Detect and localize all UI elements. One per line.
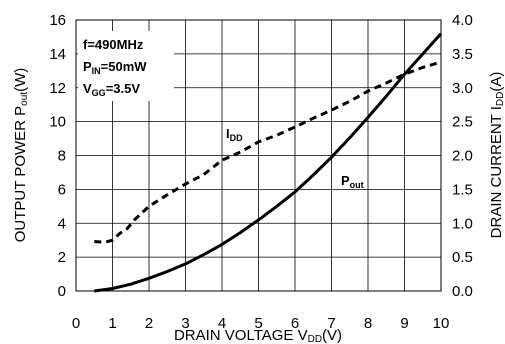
y-left-tick-label: 6 bbox=[58, 181, 66, 198]
x-tick-label: 5 bbox=[254, 315, 262, 332]
y-left-tick-label: 8 bbox=[58, 148, 66, 165]
x-tick-label: 9 bbox=[400, 315, 408, 332]
y-right-tick-label: 2.0 bbox=[452, 148, 473, 165]
series-line-pout bbox=[94, 32, 443, 293]
x-tick-label: 0 bbox=[72, 315, 80, 332]
x-tick-label: 10 bbox=[433, 315, 450, 332]
series-layer bbox=[94, 32, 443, 293]
x-tick-label: 4 bbox=[218, 315, 226, 332]
annotation-box bbox=[78, 31, 174, 101]
series-label-idd: IDD bbox=[226, 126, 243, 143]
y-right-tick-label: 4.0 bbox=[452, 12, 473, 29]
x-tick-label: 2 bbox=[145, 315, 153, 332]
y-right-tick-label: 1.5 bbox=[452, 181, 473, 198]
x-tick-label: 7 bbox=[327, 315, 335, 332]
y-left-axis-title: OUTPUT POWER Pout(W) bbox=[12, 68, 30, 242]
y-right-tick-label: 1.0 bbox=[452, 215, 473, 232]
y-left-tick-label: 10 bbox=[49, 114, 66, 131]
y-right-tick-label: 2.5 bbox=[452, 114, 473, 131]
y-right-tick-label: 0.0 bbox=[452, 283, 473, 300]
x-tick-label: 1 bbox=[108, 315, 116, 332]
annotation-gate-voltage: VGG=3.5V bbox=[83, 81, 140, 98]
y-right-tick-labels: 0.0 0.5 1.0 1.5 2.0 2.5 3.0 3.5 4.0 bbox=[452, 12, 473, 300]
y-right-tick-label: 3.5 bbox=[452, 46, 473, 63]
x-tick-label: 3 bbox=[181, 315, 189, 332]
x-tick-labels: 0 1 2 3 4 5 6 7 8 9 10 bbox=[72, 315, 450, 332]
x-tick-label: 8 bbox=[364, 315, 372, 332]
x-tick-label: 6 bbox=[291, 315, 299, 332]
y-left-tick-label: 2 bbox=[58, 249, 66, 266]
y-left-tick-label: 0 bbox=[58, 283, 66, 300]
y-left-tick-label: 4 bbox=[58, 215, 66, 232]
series-label-pout: Pout bbox=[341, 173, 364, 190]
grid bbox=[76, 20, 441, 291]
y-right-tick-label: 3.0 bbox=[452, 80, 473, 97]
y-right-axis-title: DRAIN CURRENT IDD(A) bbox=[488, 72, 505, 239]
plot-frame bbox=[75, 19, 442, 292]
annotation-input-power: PIN=50mW bbox=[83, 59, 147, 76]
y-left-tick-label: 16 bbox=[49, 12, 66, 29]
y-right-tick-label: 0.5 bbox=[452, 249, 473, 266]
y-left-tick-labels: 0 2 4 6 8 10 12 14 16 bbox=[49, 12, 66, 300]
x-axis-title: DRAIN VOLTAGE VDD(V) bbox=[174, 327, 342, 344]
annotation-frequency: f=490MHz bbox=[83, 37, 144, 52]
y-left-tick-label: 14 bbox=[49, 46, 66, 63]
y-left-tick-label: 12 bbox=[49, 80, 66, 97]
